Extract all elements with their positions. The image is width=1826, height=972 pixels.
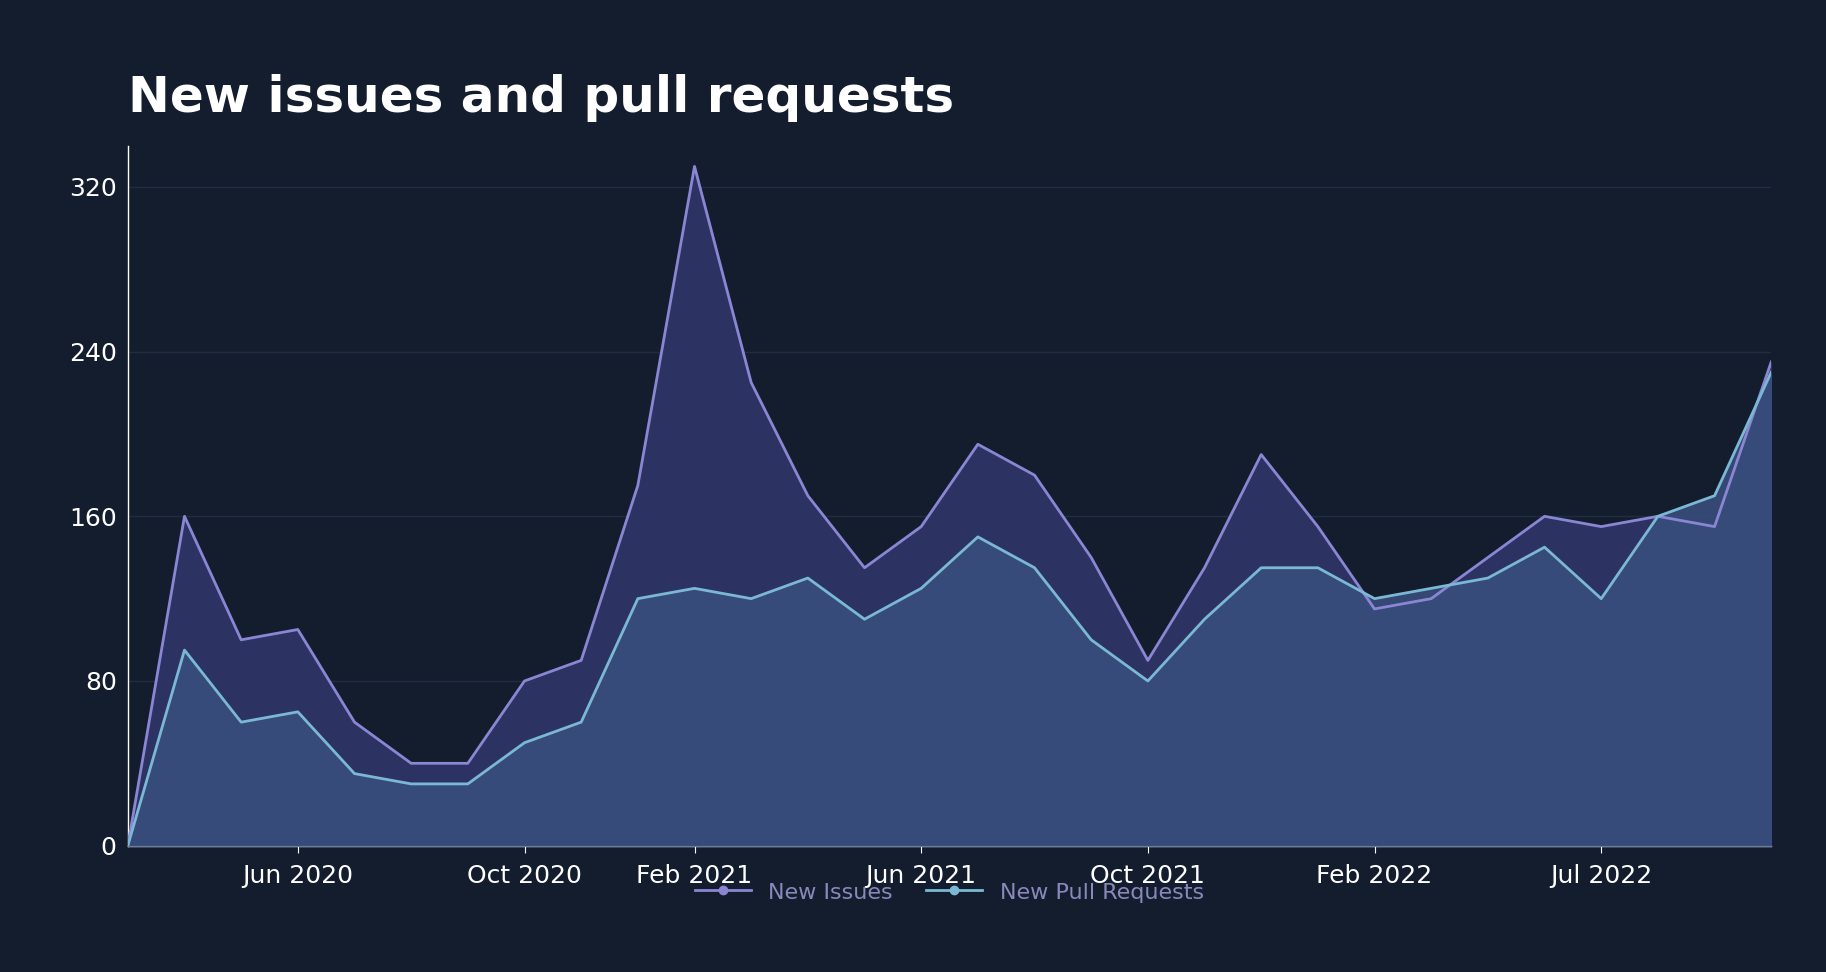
Legend: New Issues, New Pull Requests: New Issues, New Pull Requests [687, 872, 1212, 912]
Text: New issues and pull requests: New issues and pull requests [128, 75, 953, 122]
